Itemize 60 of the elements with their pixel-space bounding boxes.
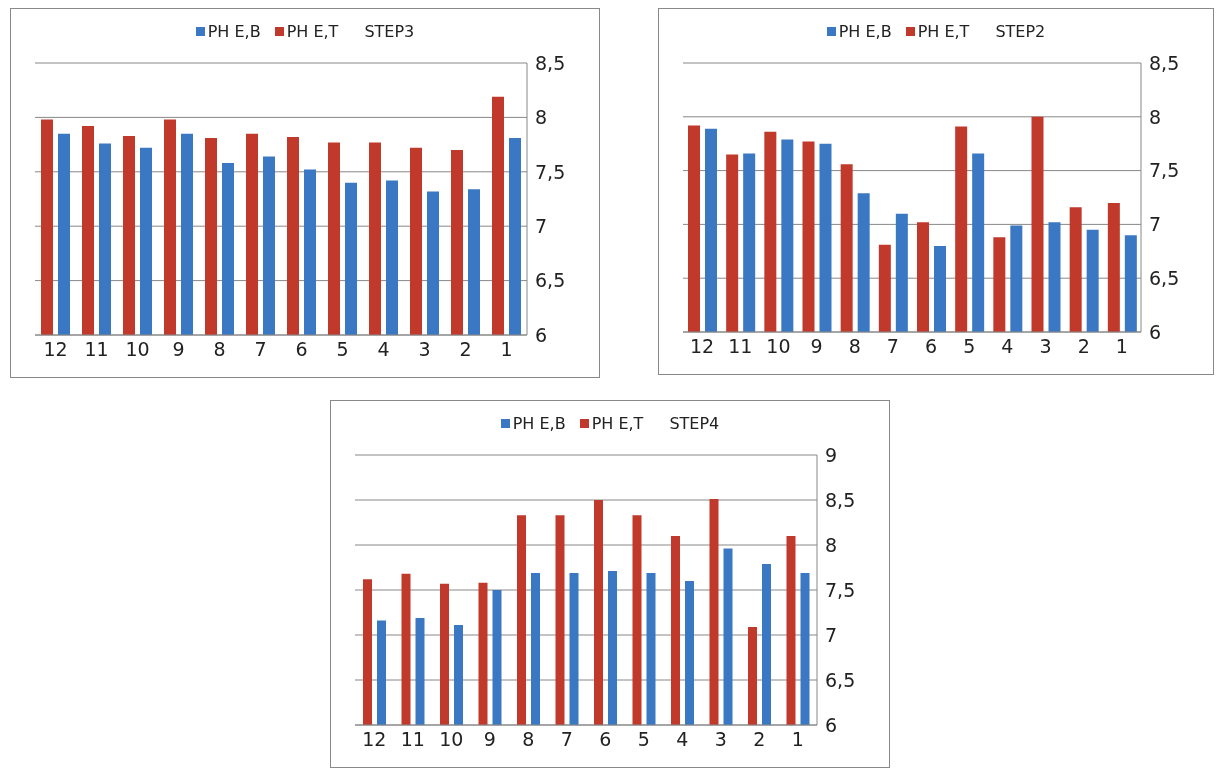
y-tick-label: 6,5 xyxy=(1149,266,1180,289)
x-tick-label: 10 xyxy=(766,335,791,358)
legend-label: PH E,T xyxy=(917,21,970,41)
x-tick-label: 5 xyxy=(637,728,650,751)
legend-label: PH E,B xyxy=(838,21,892,41)
y-tick-label: 8,5 xyxy=(535,51,566,74)
x-tick-label: 9 xyxy=(483,728,496,751)
x-tick-label: 1 xyxy=(500,338,513,361)
x-tick-label: 4 xyxy=(1001,335,1014,358)
x-tick-label: 7 xyxy=(886,335,899,358)
y-tick-label: 8,5 xyxy=(825,488,856,511)
legend-label: PH E,T xyxy=(286,21,339,41)
x-tick-label: 6 xyxy=(599,728,612,751)
legend-label: PH E,B xyxy=(512,413,566,433)
x-tick-label: 3 xyxy=(714,728,727,751)
x-tick-label: 7 xyxy=(254,338,267,361)
x-tick-label: 11 xyxy=(84,338,109,361)
chart-title: STEP4 xyxy=(669,413,720,433)
x-tick-label: 2 xyxy=(1077,335,1090,358)
x-tick-label: 10 xyxy=(439,728,464,751)
x-tick-label: 8 xyxy=(213,338,226,361)
x-tick-label: 1 xyxy=(791,728,804,751)
y-tick-label: 6 xyxy=(825,713,838,736)
x-tick-label: 2 xyxy=(459,338,472,361)
x-tick-label: 3 xyxy=(1039,335,1052,358)
x-tick-label: 12 xyxy=(362,728,387,751)
legend-label: PH E,B xyxy=(207,21,261,41)
x-tick-label: 10 xyxy=(125,338,150,361)
x-tick-label: 6 xyxy=(295,338,308,361)
y-tick-label: 7 xyxy=(1149,213,1162,236)
x-tick-label: 12 xyxy=(43,338,68,361)
x-tick-label: 4 xyxy=(377,338,390,361)
legend-label: PH E,T xyxy=(591,413,644,433)
y-tick-label: 7 xyxy=(825,623,838,646)
y-tick-label: 8 xyxy=(1149,105,1162,128)
y-tick-label: 6,5 xyxy=(535,269,566,292)
x-tick-label: 3 xyxy=(418,338,431,361)
y-tick-label: 7 xyxy=(535,214,548,237)
x-tick-label: 11 xyxy=(728,335,753,358)
y-tick-label: 6 xyxy=(1149,320,1162,343)
x-tick-label: 6 xyxy=(925,335,938,358)
x-tick-label: 5 xyxy=(336,338,349,361)
x-tick-label: 5 xyxy=(963,335,976,358)
chart-title: STEP3 xyxy=(364,21,415,41)
y-tick-label: 8 xyxy=(825,533,838,556)
chart-title: STEP2 xyxy=(995,21,1046,41)
x-tick-label: 2 xyxy=(753,728,766,751)
x-tick-label: 9 xyxy=(172,338,185,361)
x-tick-label: 4 xyxy=(676,728,689,751)
y-tick-label: 9 xyxy=(825,443,838,466)
x-tick-label: 1 xyxy=(1115,335,1128,358)
y-tick-label: 8,5 xyxy=(1149,51,1180,74)
y-tick-label: 8 xyxy=(535,106,548,129)
y-tick-label: 7,5 xyxy=(825,578,856,601)
x-tick-label: 11 xyxy=(400,728,425,751)
x-tick-label: 9 xyxy=(810,335,823,358)
y-tick-label: 6,5 xyxy=(825,668,856,691)
y-tick-label: 7,5 xyxy=(1149,159,1180,182)
x-tick-label: 12 xyxy=(689,335,715,358)
y-tick-label: 7,5 xyxy=(535,160,566,183)
